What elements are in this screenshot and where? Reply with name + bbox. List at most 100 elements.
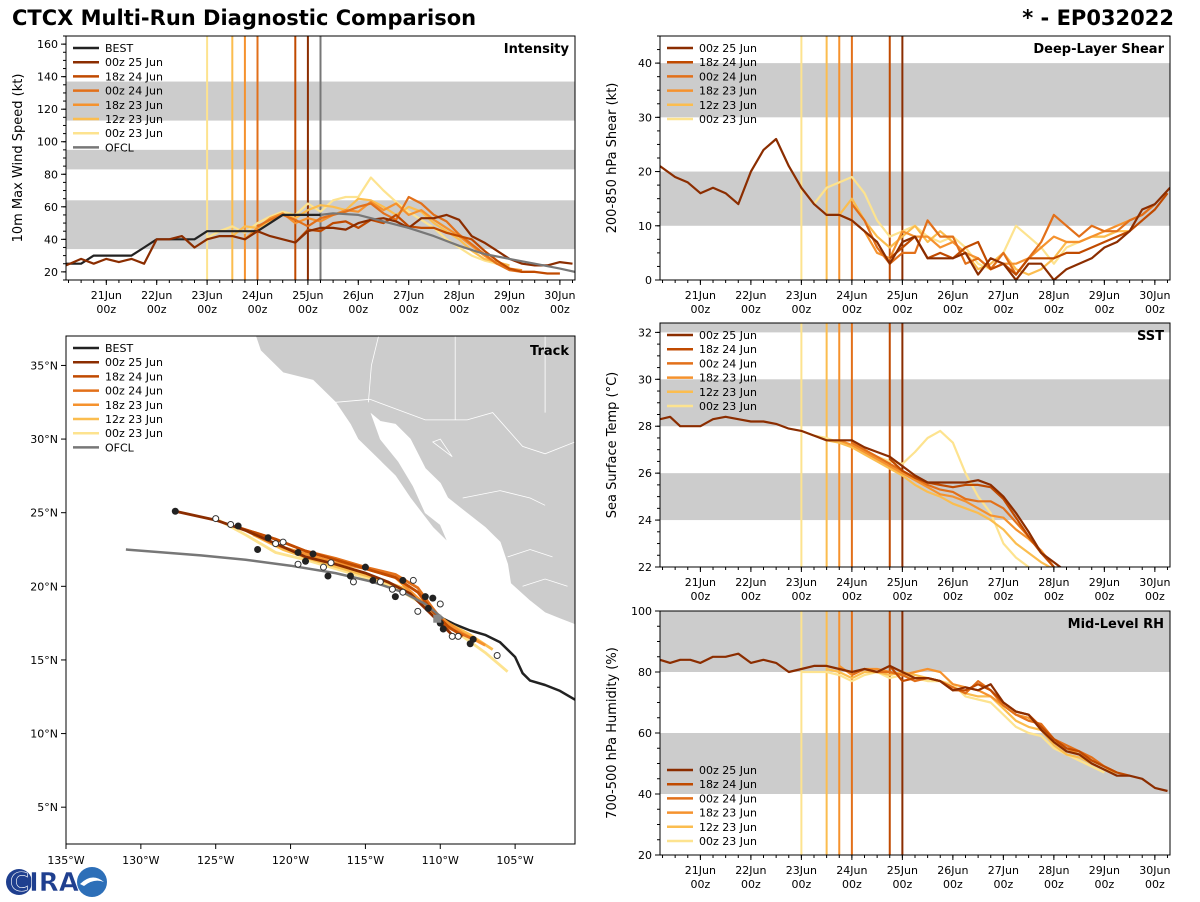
track-ytick-label: 25°N — [30, 507, 58, 520]
intensity-ytick-label: 100 — [37, 136, 58, 149]
sst-ytick-label: 32 — [638, 326, 652, 339]
track-ytick-label: 5°N — [37, 801, 58, 814]
track-position-marker — [369, 576, 377, 584]
shear-panel: 01020304021Jun00z22Jun00z23Jun00z24Jun00… — [605, 35, 1171, 316]
shear-xtick-label: 28Jun — [1038, 289, 1069, 302]
sst-series-line — [851, 441, 1055, 567]
sst-xtick-label: 29Jun — [1089, 576, 1120, 589]
track-line — [439, 616, 575, 701]
intensity-xtick-label: 25Jun — [292, 289, 323, 302]
track-forecast-marker — [319, 563, 327, 571]
sst-xtick-label: 22Jun — [735, 576, 766, 589]
track-legend-label: 00z 25 Jun — [105, 356, 163, 369]
rh-xtick-label: 24Jun — [836, 864, 867, 877]
track-forecast-marker — [279, 538, 287, 546]
rh-legend-label: 00z 24 Jun — [699, 792, 757, 805]
track-forecast-marker — [493, 652, 501, 660]
track-forecast-marker — [436, 600, 444, 608]
intensity-series-line — [244, 200, 523, 272]
rh-legend-label: 12z 23 Jun — [699, 821, 757, 834]
intensity-ytick-label: 40 — [44, 233, 58, 246]
intensity-ytick-label: 80 — [44, 168, 58, 181]
sst-xtick-label: 21Jun — [685, 576, 716, 589]
shear-xtick-label: 00z — [892, 303, 912, 316]
globe-icon — [6, 869, 32, 895]
state-border — [462, 490, 546, 506]
rh-xtick-label: 00z — [892, 878, 912, 891]
intensity-xtick-label: 00z — [348, 303, 368, 316]
track-legend-label: BEST — [105, 342, 133, 355]
shear-xtick-label: 00z — [842, 303, 862, 316]
chart-title: CTCX Multi-Run Diagnostic Comparison — [12, 6, 477, 30]
track-forecast-marker — [227, 520, 235, 528]
track-legend-label: OFCL — [105, 441, 135, 454]
track-frame — [65, 335, 576, 845]
intensity-panel-title: Intensity — [504, 42, 570, 57]
shear-legend-label: 00z 24 Jun — [699, 70, 757, 83]
track-position-marker — [399, 576, 407, 584]
track-position-marker — [309, 550, 317, 558]
intensity-xtick-label: 00z — [298, 303, 318, 316]
sst-xtick-label: 27Jun — [988, 576, 1019, 589]
track-position-marker — [346, 572, 354, 580]
rh-xtick-label: 00z — [1145, 878, 1165, 891]
intensity-xtick-label: 24Jun — [242, 289, 273, 302]
intensity-series-line — [320, 212, 575, 273]
shear-ytick-label: 0 — [645, 274, 652, 287]
rh-band — [660, 611, 1170, 672]
track-ytick-label: 20°N — [30, 580, 58, 593]
rh-ytick-label: 80 — [638, 666, 652, 679]
sst-series-line — [889, 458, 1055, 567]
intensity-series-line — [307, 213, 573, 267]
track-legend-label: 18z 24 Jun — [105, 370, 163, 383]
intensity-xtick-label: 22Jun — [141, 289, 172, 302]
track-ytick-label: 35°N — [30, 359, 58, 372]
track-forecast-marker — [294, 560, 302, 568]
shear-legend-label: 00z 23 Jun — [699, 113, 757, 126]
intensity-xtick-label: 00z — [449, 303, 469, 316]
sst-xtick-label: 00z — [892, 590, 912, 603]
intensity-legend-label: OFCL — [105, 141, 135, 154]
sst-ytick-label: 26 — [638, 467, 652, 480]
intensity-xtick-label: 00z — [197, 303, 217, 316]
track-position-marker — [264, 534, 272, 542]
rh-xtick-label: 23Jun — [786, 864, 817, 877]
shear-ytick-label: 10 — [638, 220, 652, 233]
shear-ytick-label: 30 — [638, 111, 652, 124]
shear-band — [660, 63, 1170, 118]
sst-xtick-label: 00z — [842, 590, 862, 603]
intensity-xtick-label: 00z — [248, 303, 268, 316]
shear-xtick-label: 27Jun — [988, 289, 1019, 302]
rh-xtick-label: 00z — [993, 878, 1013, 891]
sst-legend-label: 00z 23 Jun — [699, 400, 757, 413]
state-border — [522, 578, 568, 587]
track-forecast-marker — [212, 515, 220, 523]
intensity-xtick-label: 00z — [550, 303, 570, 316]
intensity-xtick-label: 00z — [399, 303, 419, 316]
track-forecast-marker — [327, 559, 335, 567]
rh-xtick-label: 00z — [691, 878, 711, 891]
sst-xtick-label: 00z — [1044, 590, 1064, 603]
sst-ytick-label: 24 — [638, 514, 652, 527]
track-panel-title: Track — [530, 344, 569, 359]
track-forecast-marker — [409, 576, 417, 584]
shear-series-line — [660, 137, 1170, 280]
track-xtick-label: 130°W — [122, 854, 159, 867]
rh-xtick-label: 26Jun — [937, 864, 968, 877]
intensity-ytick-label: 20 — [44, 266, 58, 279]
shear-xtick-label: 30Jun — [1139, 289, 1170, 302]
shear-ytick-label: 20 — [638, 166, 652, 179]
track-line — [174, 509, 457, 639]
sst-legend-label: 00z 25 Jun — [699, 329, 757, 342]
shear-xtick-label: 29Jun — [1089, 289, 1120, 302]
intensity-xtick-label: 23Jun — [192, 289, 223, 302]
track-xtick-label: 120°W — [272, 854, 309, 867]
track-map-area — [125, 336, 575, 701]
cira-logo: CIRA — [4, 866, 108, 898]
track-forecast-marker — [414, 607, 422, 615]
sst-series-line — [826, 439, 1053, 567]
track-position-marker — [302, 557, 310, 565]
track-forecast-marker — [399, 588, 407, 596]
rh-xtick-label: 00z — [842, 878, 862, 891]
